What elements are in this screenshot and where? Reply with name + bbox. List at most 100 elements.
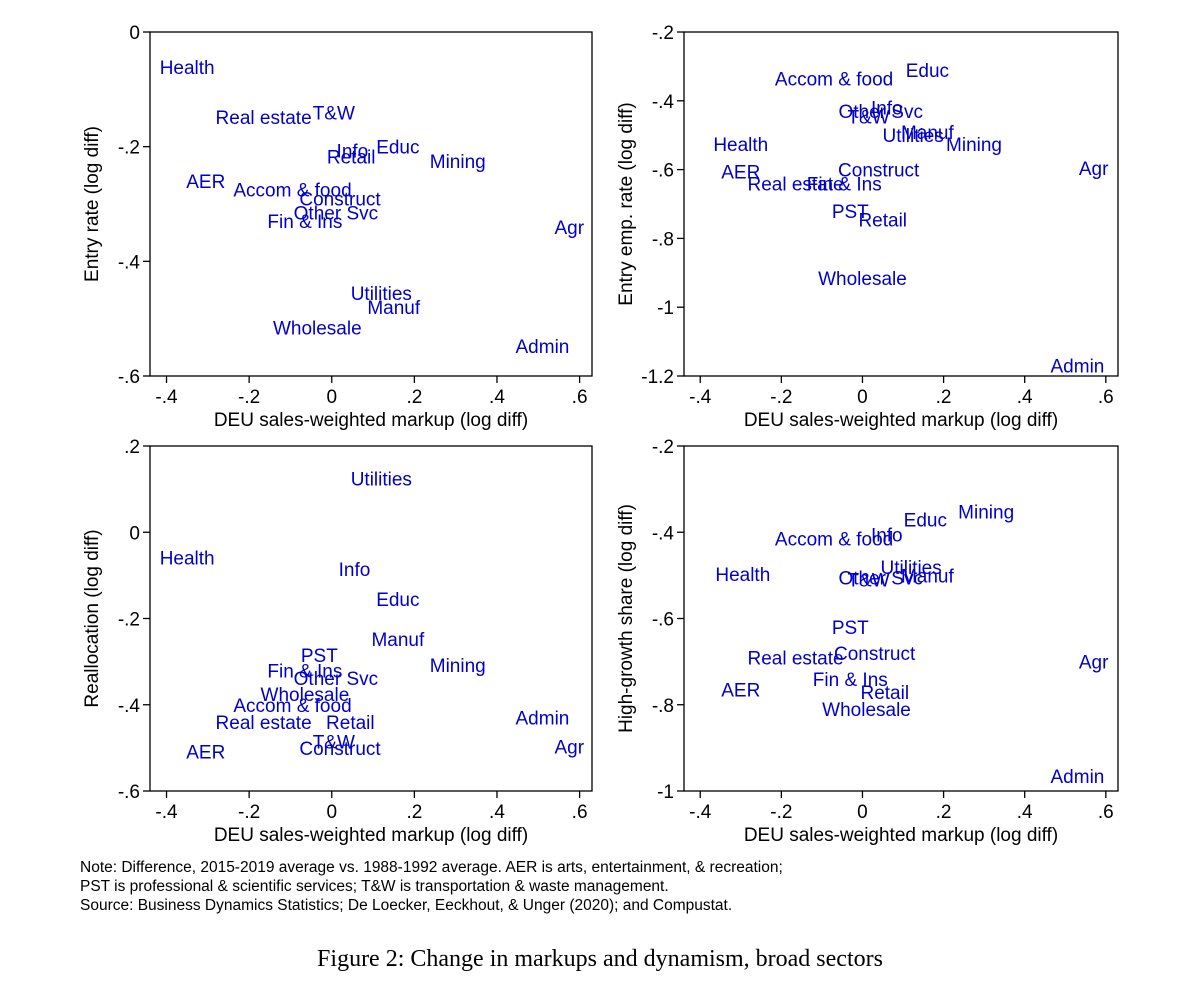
point-label: Accom & food bbox=[775, 530, 893, 551]
x-tick-label: .2 bbox=[406, 802, 422, 823]
point-label: Real estate bbox=[216, 108, 312, 129]
point-label: T&W bbox=[313, 103, 355, 124]
x-tick-label: 0 bbox=[326, 387, 337, 408]
x-tick-label: -.4 bbox=[689, 387, 712, 408]
y-tick-label: -.4 bbox=[118, 252, 141, 273]
point-label: Other Svc bbox=[838, 569, 922, 590]
x-tick-label: .4 bbox=[489, 387, 505, 408]
point-label: AER bbox=[186, 742, 225, 763]
point-label: Educ bbox=[376, 590, 419, 611]
y-tick-label: -.6 bbox=[118, 367, 140, 388]
y-axis-title: High-growth share (log diff) bbox=[616, 504, 637, 733]
point-label: Wholesale bbox=[273, 318, 362, 339]
y-tick-label: -1.2 bbox=[641, 367, 674, 388]
x-tick-label: 0 bbox=[857, 802, 868, 823]
point-label: Educ bbox=[376, 138, 419, 159]
note-line-3: Source: Business Dynamics Statistics; De… bbox=[80, 897, 733, 914]
point-label: Accom & food bbox=[233, 696, 351, 717]
point-label: Accom & food bbox=[775, 69, 893, 90]
y-tick-label: -.8 bbox=[652, 696, 674, 717]
point-label: Construct bbox=[834, 644, 916, 665]
point-label: Admin bbox=[1051, 767, 1105, 788]
point-label: T&W bbox=[847, 107, 889, 128]
x-tick-label: .2 bbox=[406, 387, 422, 408]
point-label: Construct bbox=[838, 161, 920, 182]
point-label: Info bbox=[337, 142, 369, 163]
point-label: Wholesale bbox=[261, 685, 350, 706]
x-tick-label: -.4 bbox=[155, 802, 178, 823]
point-label: Utilities bbox=[351, 469, 412, 490]
point-label: Accom & food bbox=[233, 181, 351, 202]
point-label: Admin bbox=[1051, 357, 1105, 378]
point-label: Health bbox=[715, 565, 770, 586]
point-label: Mining bbox=[946, 135, 1002, 156]
point-label: AER bbox=[721, 681, 760, 702]
point-label: Other Svc bbox=[294, 669, 378, 690]
x-tick-label: .2 bbox=[936, 387, 952, 408]
x-axis-title: DEU sales-weighted markup (log diff) bbox=[214, 825, 528, 846]
point-label: Fin & Ins bbox=[807, 174, 882, 195]
y-tick-label: -.2 bbox=[652, 23, 674, 44]
x-tick-label: .4 bbox=[1017, 387, 1033, 408]
point-label: Health bbox=[160, 58, 215, 79]
x-tick-label: .6 bbox=[572, 802, 588, 823]
x-tick-label: .6 bbox=[1098, 387, 1114, 408]
y-tick-label: -.2 bbox=[118, 610, 140, 631]
point-label: Retail bbox=[858, 210, 907, 231]
y-tick-label: -.8 bbox=[652, 229, 674, 250]
point-label: PST bbox=[832, 618, 869, 639]
point-label: Agr bbox=[1079, 653, 1109, 674]
y-tick-label: -1 bbox=[657, 782, 674, 803]
y-axis-title: Entry emp. rate (log diff) bbox=[616, 102, 637, 305]
point-label: AER bbox=[721, 162, 760, 183]
point-label: T&W bbox=[313, 732, 355, 753]
plot-frame bbox=[683, 445, 1119, 792]
point-label: Educ bbox=[904, 510, 947, 531]
point-label: Utilities bbox=[883, 126, 944, 147]
point-label: Fin & Ins bbox=[813, 670, 888, 691]
x-tick-label: -.4 bbox=[155, 387, 178, 408]
point-label: PST bbox=[832, 202, 869, 223]
point-label: Info bbox=[339, 560, 371, 581]
y-tick-label: 0 bbox=[129, 523, 140, 544]
y-tick-label: -.2 bbox=[118, 138, 140, 159]
x-tick-label: .4 bbox=[489, 802, 505, 823]
point-label: Retail bbox=[326, 713, 375, 734]
x-tick-label: -.2 bbox=[770, 802, 792, 823]
point-label: Manuf bbox=[901, 123, 955, 144]
point-label: Admin bbox=[516, 709, 570, 730]
point-label: AER bbox=[186, 172, 225, 193]
x-tick-label: .2 bbox=[936, 802, 952, 823]
point-label: Retail bbox=[327, 147, 376, 168]
point-label: Mining bbox=[430, 656, 486, 677]
point-label: Other Svc bbox=[294, 204, 378, 225]
point-label: Info bbox=[871, 525, 903, 546]
point-label: PST bbox=[301, 646, 338, 667]
point-label: Real estate bbox=[216, 713, 312, 734]
point-label: Agr bbox=[1079, 159, 1109, 180]
y-tick-label: 0 bbox=[129, 23, 140, 44]
y-tick-label: -.4 bbox=[118, 696, 141, 717]
y-tick-label: -.4 bbox=[652, 523, 675, 544]
x-tick-label: 0 bbox=[857, 387, 868, 408]
x-tick-label: -.2 bbox=[770, 387, 792, 408]
point-label: Educ bbox=[906, 61, 949, 82]
note-line-2: PST is professional & scientific service… bbox=[80, 878, 669, 895]
point-label: Utilities bbox=[351, 284, 412, 305]
x-axis-title: DEU sales-weighted markup (log diff) bbox=[744, 410, 1058, 431]
point-label: Real estate bbox=[747, 174, 843, 195]
point-label: Real estate bbox=[747, 648, 843, 669]
point-label: Admin bbox=[516, 337, 570, 358]
figure-caption: Figure 2: Change in markups and dynamism… bbox=[317, 946, 883, 972]
y-tick-label: -.6 bbox=[652, 610, 674, 631]
plot-frame bbox=[683, 31, 1119, 377]
point-label: Construct bbox=[299, 739, 381, 760]
y-axis-title: Entry rate (log diff) bbox=[82, 126, 103, 282]
y-tick-label: -.2 bbox=[652, 437, 674, 458]
point-label: Mining bbox=[430, 152, 486, 173]
point-label: Manuf bbox=[901, 566, 955, 587]
